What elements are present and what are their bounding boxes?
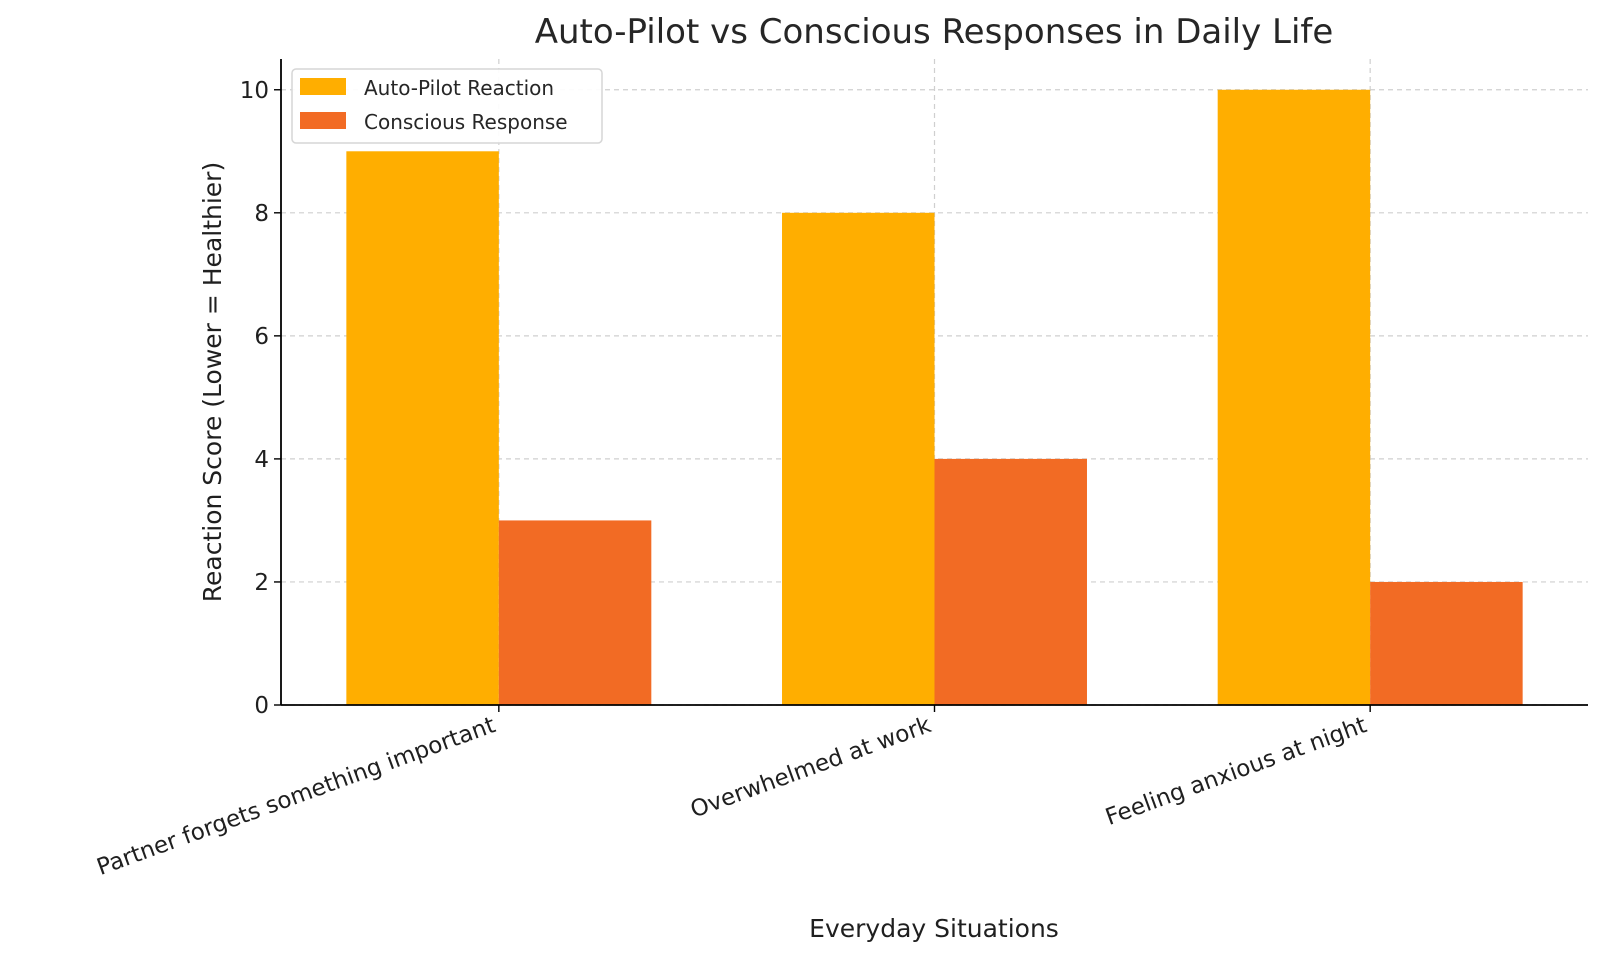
legend-swatch-auto-pilot-reaction <box>300 78 346 95</box>
legend-box <box>291 68 603 144</box>
bar-conscious-response-2 <box>1370 581 1523 705</box>
y-tick-label-4: 4 <box>254 447 269 473</box>
y-tick-label-8: 8 <box>254 201 269 227</box>
y-tick-label-0: 0 <box>254 693 269 719</box>
x-tick-label-0: Partner forgets something important <box>94 712 499 881</box>
x-tick-label-2: Feeling anxious at night <box>1102 712 1370 831</box>
bar-auto-pilot-reaction-0 <box>346 151 499 706</box>
bars <box>346 89 1523 706</box>
y-axis-ticks: 0 2 4 6 8 10 <box>240 78 281 719</box>
bar-conscious-response-0 <box>498 520 652 705</box>
legend-label-conscious-response: Conscious Response <box>364 110 568 134</box>
x-axis-label: Everyday Situations <box>809 914 1059 943</box>
x-axis-ticks: Partner forgets something important Overw… <box>94 705 1371 881</box>
y-axis-label: Reaction Score (Lower = Healthier) <box>198 162 227 602</box>
bar-auto-pilot-reaction-2 <box>1217 89 1371 705</box>
y-tick-label-10: 10 <box>240 78 269 104</box>
chart-title: Auto-Pilot vs Conscious Responses in Dai… <box>535 12 1334 52</box>
y-tick-label-6: 6 <box>254 324 269 350</box>
legend: Auto-Pilot Reaction Conscious Response <box>291 68 603 144</box>
legend-label-auto-pilot-reaction: Auto-Pilot Reaction <box>364 76 554 100</box>
bar-conscious-response-1 <box>934 458 1087 705</box>
legend-swatch-conscious-response <box>300 112 346 129</box>
y-tick-label-2: 2 <box>254 570 269 596</box>
x-tick-label-1: Overwhelmed at work <box>687 712 935 823</box>
bar-auto-pilot-reaction-1 <box>782 212 935 706</box>
